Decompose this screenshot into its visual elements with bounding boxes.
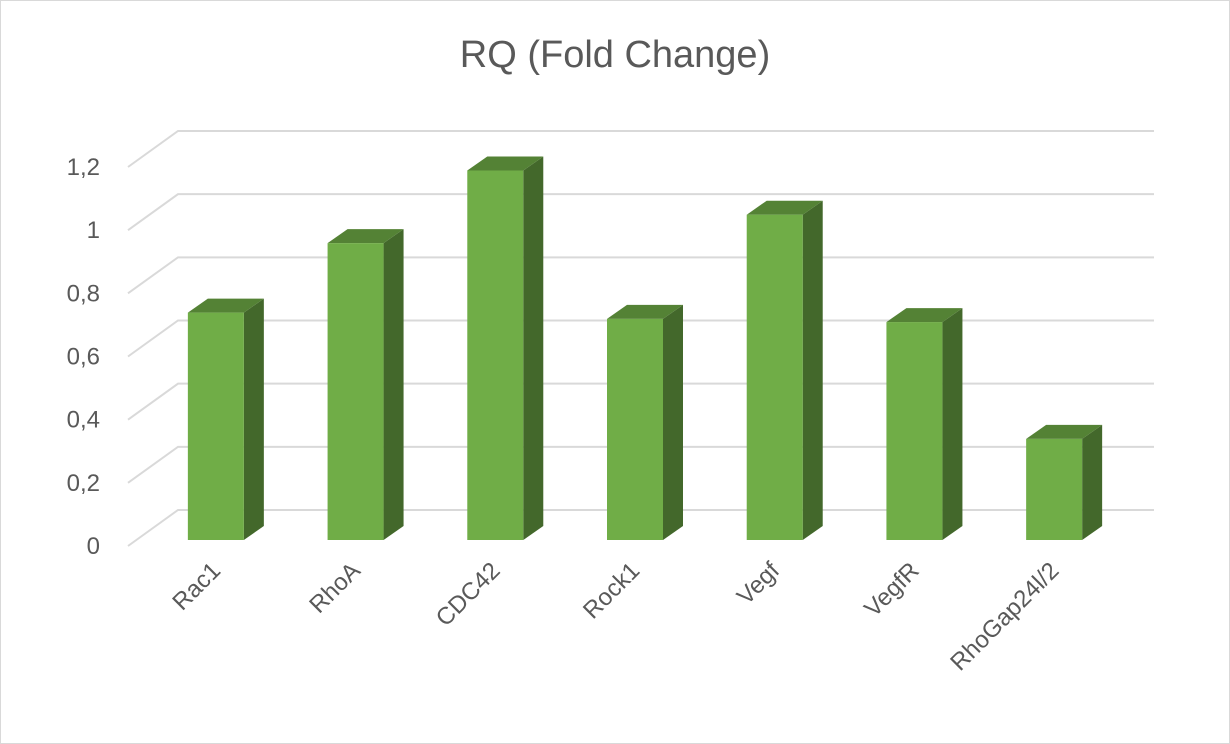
y-tick-label: 0,4 (67, 407, 100, 434)
x-category-label: RhoA (304, 557, 366, 619)
bar (327, 229, 404, 540)
x-category-label: RhoGap24l/2 (945, 557, 1064, 676)
x-category-label: Rac1 (167, 557, 226, 616)
gridline (127, 382, 1154, 421)
bar-front (1026, 438, 1083, 540)
bar-front (607, 318, 663, 540)
y-axis-ticks: 0 0,2 0,4 0,6 0,8 1 1,2 (67, 154, 100, 560)
bar (1026, 424, 1103, 540)
chart-title: RQ (Fold Change) (459, 34, 771, 76)
bar-side (663, 304, 683, 540)
x-category-label: VegfR (859, 557, 924, 622)
y-tick-label: 0,8 (67, 280, 100, 307)
bar-side (523, 156, 544, 540)
bar (607, 304, 683, 540)
x-category-label: CDC42 (431, 557, 506, 632)
bar-front (187, 312, 244, 540)
bar-top (327, 229, 404, 244)
bar-front (467, 170, 524, 540)
bar-front (327, 243, 384, 540)
gridline (127, 193, 1154, 231)
gridline (127, 509, 1154, 547)
x-category-label: Vegf (732, 557, 785, 610)
bar-top (467, 156, 544, 171)
bar-side (243, 298, 264, 540)
bar (746, 200, 823, 541)
bar-top (1026, 424, 1103, 439)
bar-top (886, 308, 963, 323)
bar (187, 298, 264, 540)
bars (187, 156, 1103, 541)
y-tick-label: 1 (87, 217, 100, 244)
bar (886, 308, 963, 540)
y-tick-label: 0 (87, 533, 100, 560)
gridline (127, 256, 1154, 295)
bar-front (746, 214, 803, 541)
gridline (127, 130, 1154, 168)
y-tick-label: 0,2 (67, 470, 100, 497)
bar-front (886, 322, 943, 540)
x-axis-labels: Rac1 RhoA CDC42 Rock1 Vegf VegfR RhoGap24l/2 (167, 557, 1064, 676)
bar (467, 156, 544, 540)
x-category-label: Rock1 (578, 557, 645, 624)
y-tick-label: 0,6 (67, 344, 100, 371)
gridline (127, 319, 1154, 358)
bar-top (607, 304, 683, 319)
gridlines (127, 130, 1154, 547)
y-tick-label: 1,2 (67, 154, 100, 181)
bar-side (802, 200, 823, 541)
gridline (127, 445, 1154, 484)
bar-top (746, 200, 823, 215)
bar-top (187, 298, 264, 313)
bar-side (383, 229, 404, 540)
bar-side (942, 308, 963, 540)
bar-side (1082, 424, 1103, 540)
